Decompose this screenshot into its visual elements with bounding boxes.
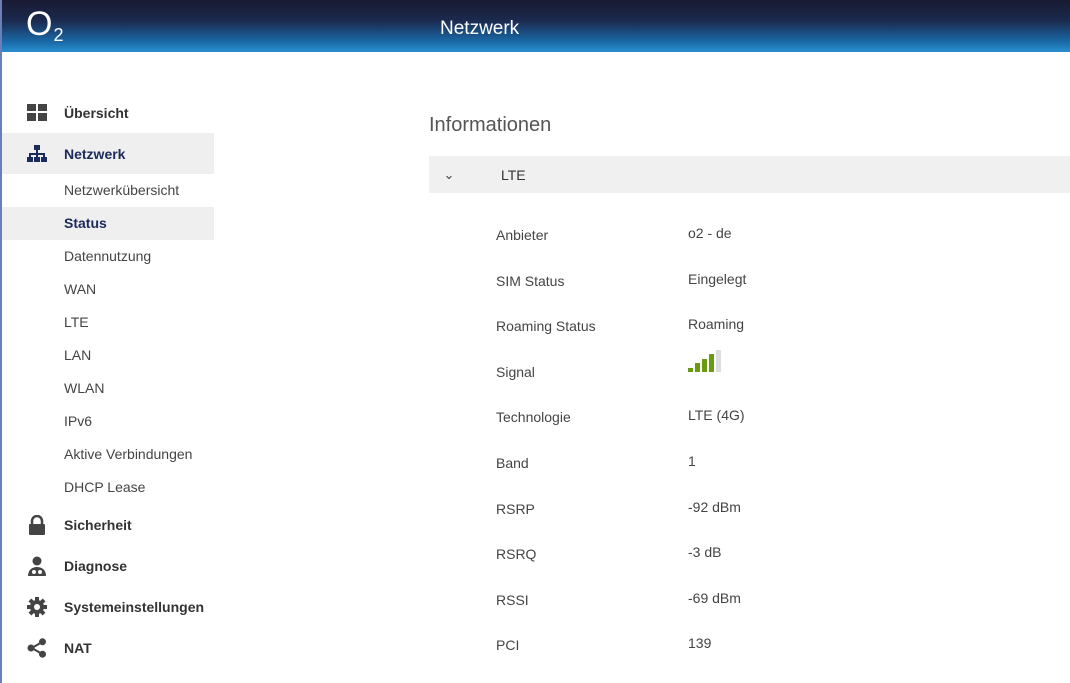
signal-strength-icon (688, 349, 721, 372)
info-label: Band (496, 455, 529, 471)
sidebar-item-label: NAT (64, 639, 92, 656)
info-label: Technologie (496, 409, 571, 426)
info-value: LTE (4G) (688, 407, 745, 424)
sidebar: Übersicht Netzwerk Netzwerkübersicht Status… (2, 92, 214, 668)
sidebar-subitem-lan[interactable]: LAN (64, 347, 92, 363)
signal-bar (688, 367, 693, 372)
header: O2 Netzwerk (2, 0, 1070, 52)
info-value: 50618 (688, 681, 727, 683)
o2-logo[interactable]: O2 (26, 4, 63, 55)
sidebar-item-systemeinstellungen[interactable]: Systemeinstellungen (2, 586, 214, 627)
sidebar-item-netzwerk[interactable]: Netzwerk (2, 133, 214, 174)
sidebar-item-label: Übersicht (64, 104, 129, 121)
sidebar-subitem-status[interactable]: Status (2, 207, 214, 240)
page-title: Netzwerk (440, 18, 520, 39)
info-label: RSRP (496, 500, 535, 517)
chevron-down-icon[interactable]: ⌄ (443, 166, 455, 182)
lock-icon (26, 514, 48, 535)
sidebar-subitem-lte[interactable]: LTE (64, 314, 89, 330)
sidebar-subitem-wlan[interactable]: WLAN (64, 380, 105, 396)
signal-bar (702, 358, 707, 372)
info-label: RSRQ (496, 546, 537, 563)
signal-bar (695, 363, 700, 372)
info-value: -69 dBm (688, 589, 741, 606)
accordion-label: LTE (501, 166, 526, 183)
info-label: Signal (496, 363, 535, 380)
info-value: 139 (688, 635, 712, 652)
info-label: PCI (496, 637, 520, 654)
info-value: -3 dB (688, 544, 722, 561)
sidebar-subitem-datennutzung[interactable]: Datennutzung (64, 248, 152, 264)
sidebar-item-label: Netzwerk (64, 145, 126, 162)
signal-bar (709, 354, 714, 372)
info-value: 1 (688, 453, 696, 469)
gear-icon (26, 596, 48, 617)
logo-sub: 2 (53, 25, 64, 45)
sidebar-item-label: Sicherheit (64, 516, 132, 533)
doctor-icon (26, 556, 48, 576)
info-label: SIM Status (496, 272, 565, 289)
sidebar-item-label: Systemeinstellungen (64, 598, 205, 615)
dashboard-icon (26, 103, 48, 122)
sidebar-subitem-wan[interactable]: WAN (64, 281, 97, 297)
info-label: Roaming Status (496, 318, 596, 335)
section-title: Informationen (429, 114, 552, 136)
info-value: Eingelegt (688, 270, 747, 287)
info-value: Roaming (688, 316, 745, 333)
info-label: Anbieter (496, 227, 549, 243)
sidebar-item--bersicht[interactable]: Übersicht (2, 92, 214, 133)
sidebar-subitem-netzwerk-bersicht[interactable]: Netzwerkübersicht (64, 182, 180, 198)
sidebar-item-diagnose[interactable]: Diagnose (2, 545, 214, 586)
sidebar-item-sicherheit[interactable]: Sicherheit (2, 504, 214, 545)
sidebar-item-nat[interactable]: NAT (2, 627, 214, 668)
sidebar-item-label: Diagnose (64, 557, 128, 574)
sidebar-subitem-dhcp-lease[interactable]: DHCP Lease (64, 479, 146, 495)
sidebar-subitem-ipv6[interactable]: IPv6 (64, 413, 93, 429)
accordion-lte[interactable]: ⌄ LTE (429, 156, 1070, 193)
info-value: -92 dBm (688, 498, 741, 515)
share-icon (26, 637, 48, 658)
sidebar-subitem-aktive-verbindungen[interactable]: Aktive Verbindungen (64, 446, 193, 462)
info-value (688, 349, 721, 372)
signal-bar (716, 349, 721, 372)
info-value: o2 - de (688, 225, 732, 241)
network-icon (26, 144, 48, 163)
logo-text: O (26, 5, 53, 43)
info-label: RSSI (496, 591, 529, 608)
